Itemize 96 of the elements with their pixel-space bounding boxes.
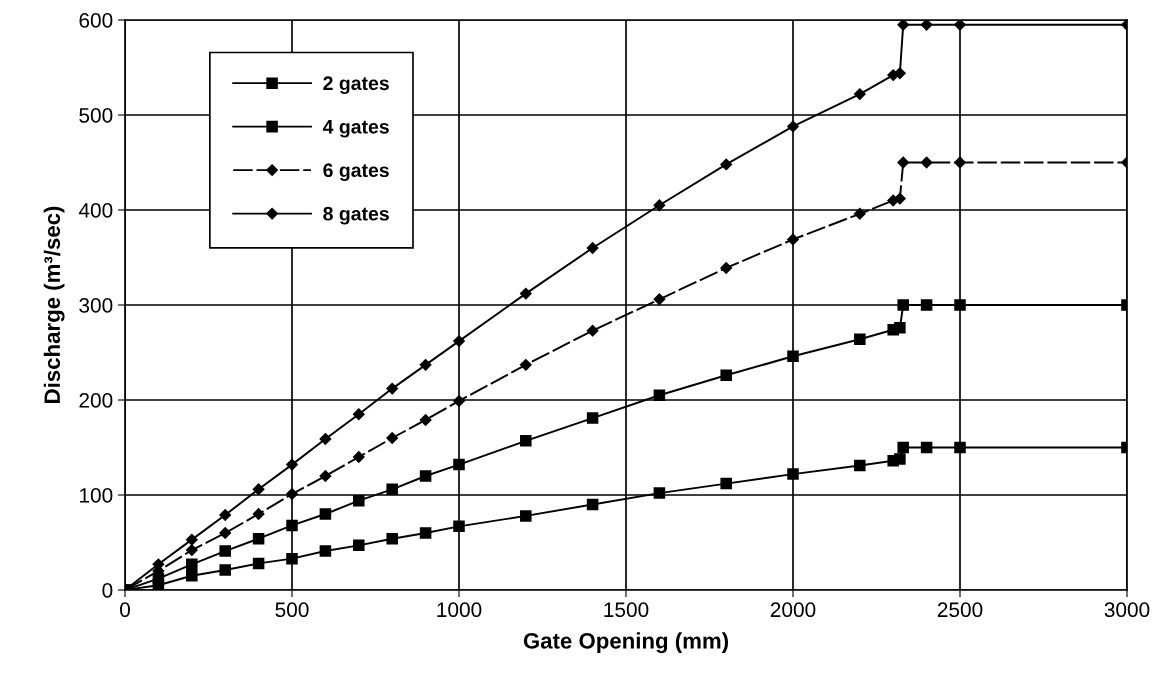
- y-tick-label: 600: [79, 13, 113, 28]
- point: [854, 459, 866, 472]
- point: [954, 20, 966, 31]
- point: [787, 120, 799, 133]
- x-tick-label: 500: [275, 602, 309, 618]
- y-tick-label: 100: [80, 488, 113, 503]
- point: [894, 67, 906, 80]
- point: [894, 322, 906, 334]
- point: [386, 532, 398, 545]
- point: [954, 156, 966, 169]
- point: [419, 470, 432, 482]
- point: [894, 453, 906, 465]
- point: [252, 532, 265, 545]
- point: [720, 477, 732, 490]
- x-tick-label: 3000: [1104, 602, 1150, 618]
- point: [787, 350, 799, 363]
- x-tick-label: 2500: [937, 602, 983, 618]
- y-axis-title: Discharge (m³/sec): [43, 206, 65, 403]
- point: [186, 558, 198, 571]
- point: [286, 519, 298, 532]
- point: [853, 207, 866, 220]
- x-tick-label: 1500: [604, 602, 649, 618]
- point: [386, 483, 398, 496]
- y-tick-label: 0: [102, 583, 113, 598]
- point: [319, 470, 332, 482]
- point: [653, 293, 666, 306]
- point: [586, 498, 599, 511]
- x-tick-label: 2000: [770, 602, 816, 618]
- point: [185, 533, 198, 546]
- point: [853, 88, 866, 100]
- point: [453, 395, 465, 407]
- point: [894, 192, 906, 205]
- point: [720, 369, 732, 382]
- legend-label: 6 gates: [323, 163, 389, 182]
- point: [954, 299, 966, 311]
- point: [319, 545, 332, 557]
- point: [386, 432, 399, 444]
- point: [520, 510, 532, 522]
- point: [920, 299, 933, 311]
- point: [319, 433, 332, 445]
- point: [453, 458, 465, 471]
- point: [219, 564, 231, 576]
- point: [319, 508, 332, 520]
- point: [520, 435, 532, 447]
- point: [854, 333, 866, 345]
- x-tick-label: 0: [120, 602, 130, 618]
- point: [586, 324, 599, 337]
- point: [453, 335, 465, 347]
- point: [787, 233, 799, 246]
- point: [219, 527, 232, 539]
- legend-label: 4 gates: [322, 120, 389, 138]
- y-tick-label: 200: [79, 393, 113, 408]
- y-tick-label: 400: [78, 203, 113, 218]
- point: [419, 414, 432, 426]
- point: [453, 520, 465, 533]
- point: [352, 451, 365, 463]
- y-tick-label: 500: [79, 108, 113, 123]
- point: [219, 545, 231, 557]
- point: [519, 359, 532, 371]
- point: [720, 262, 733, 274]
- legend-label: 2 gates: [323, 76, 389, 95]
- point: [252, 557, 265, 570]
- point: [219, 509, 232, 521]
- point: [286, 552, 298, 565]
- point: [352, 408, 365, 421]
- x-tick-label: 1000: [437, 602, 482, 618]
- x-axis-title: Gate Opening (mm): [523, 632, 728, 654]
- point: [586, 412, 599, 424]
- point: [653, 199, 666, 212]
- point: [787, 468, 799, 480]
- point: [519, 287, 532, 300]
- y-tick-label: 300: [79, 298, 113, 313]
- point: [720, 158, 733, 171]
- point: [920, 156, 933, 169]
- point: [920, 441, 933, 454]
- point: [419, 359, 432, 371]
- point: [386, 382, 399, 395]
- point: [419, 527, 432, 539]
- point: [653, 487, 666, 499]
- point: [252, 483, 265, 496]
- point: [353, 494, 365, 507]
- legend-label: 8 gates: [323, 206, 389, 225]
- point: [353, 539, 365, 552]
- point: [286, 488, 298, 500]
- point: [897, 441, 909, 454]
- point: [586, 242, 599, 254]
- point: [897, 299, 909, 311]
- point: [286, 458, 298, 471]
- point: [252, 508, 265, 520]
- point: [653, 389, 666, 402]
- point: [185, 544, 198, 556]
- point: [897, 156, 910, 169]
- point: [186, 569, 198, 582]
- point: [954, 441, 966, 454]
- point: [920, 20, 933, 31]
- point: [897, 20, 910, 31]
